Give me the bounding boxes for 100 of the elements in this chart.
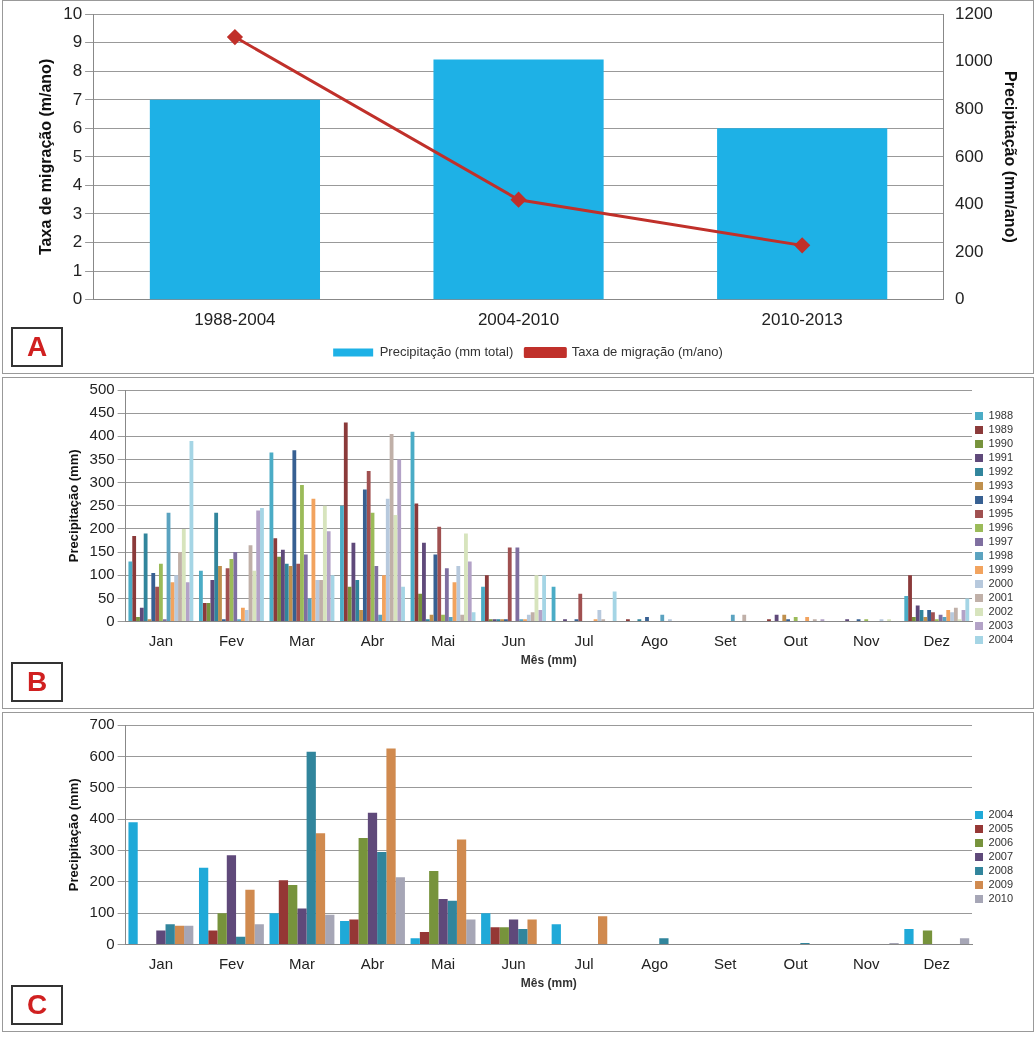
bar xyxy=(942,616,947,622)
bar xyxy=(288,884,298,945)
bar xyxy=(217,913,227,945)
x-tick-label: Out xyxy=(783,631,809,649)
bar xyxy=(322,505,327,622)
bar xyxy=(297,908,307,945)
bar xyxy=(156,930,166,945)
legend-label: 1998 xyxy=(988,549,1014,562)
bar xyxy=(278,880,289,945)
bar xyxy=(340,505,344,622)
x-tick-label: Abr xyxy=(360,954,385,972)
y-tick-label: 5 xyxy=(72,146,83,166)
legend-label: 2009 xyxy=(988,878,1014,891)
bar xyxy=(347,586,352,622)
bar xyxy=(280,549,285,622)
bar xyxy=(515,547,520,622)
bar xyxy=(245,889,255,945)
bar xyxy=(481,913,491,945)
bar xyxy=(410,938,420,945)
bar xyxy=(508,919,519,945)
bar xyxy=(923,616,928,622)
bar xyxy=(395,877,405,945)
legend-label: 2000 xyxy=(988,577,1014,590)
x-tick-label: Nov xyxy=(852,954,881,972)
bar xyxy=(326,531,331,622)
bar xyxy=(343,422,348,622)
bar xyxy=(174,575,179,622)
bar xyxy=(377,852,387,945)
bar xyxy=(359,610,363,622)
legend-label: 2010 xyxy=(988,892,1014,905)
legend-label: 2002 xyxy=(988,605,1014,618)
y-tick-label: 3 xyxy=(72,203,83,223)
bar xyxy=(441,614,445,622)
bar xyxy=(444,568,449,622)
bar xyxy=(385,498,390,622)
bar xyxy=(460,614,465,622)
bar xyxy=(128,561,133,622)
x-tick-label: Set xyxy=(713,631,738,649)
bar xyxy=(578,593,583,622)
bar xyxy=(915,605,920,622)
bar xyxy=(277,556,281,622)
y-axis-title: Taxa de migração (m/ano) xyxy=(37,58,55,255)
text: A xyxy=(11,327,64,367)
y2-tick-label: 800 xyxy=(954,99,984,119)
bar xyxy=(959,938,970,945)
bar xyxy=(143,533,148,622)
y-tick-label: 500 xyxy=(89,380,115,398)
bar xyxy=(660,614,665,622)
bar xyxy=(793,616,798,622)
bar xyxy=(273,538,278,622)
x-tick-label: Out xyxy=(783,954,809,972)
y-tick-label: 250 xyxy=(89,495,115,513)
x-tick-label: Jul xyxy=(574,954,594,972)
bar xyxy=(240,607,245,622)
x-tick-label: Fev xyxy=(218,631,245,649)
bar xyxy=(397,459,402,622)
bar xyxy=(139,607,144,622)
bar xyxy=(908,575,912,622)
bar xyxy=(481,586,485,622)
x-tick-label: Jul xyxy=(574,631,594,649)
y-tick-label: 400 xyxy=(89,426,115,444)
bar xyxy=(367,812,378,945)
bar xyxy=(202,603,207,622)
bar xyxy=(325,914,335,945)
x-tick-label: Mar xyxy=(289,631,315,649)
bar xyxy=(447,900,457,945)
y-tick-label: 0 xyxy=(72,289,83,309)
bar xyxy=(456,839,467,945)
bar xyxy=(303,554,308,622)
bar xyxy=(904,596,909,622)
x-tick-label: Set xyxy=(713,954,738,972)
bar xyxy=(418,593,423,622)
legend-label: 1996 xyxy=(988,521,1014,534)
bar xyxy=(551,924,561,945)
bar xyxy=(484,575,489,622)
bar xyxy=(433,554,438,622)
bar xyxy=(296,563,301,622)
y-tick-label: 10 xyxy=(63,3,83,23)
bar xyxy=(151,572,156,622)
bar xyxy=(362,489,367,622)
bar xyxy=(269,913,279,945)
bar xyxy=(518,928,528,945)
bar xyxy=(499,927,509,945)
bar xyxy=(349,919,359,945)
bar xyxy=(132,535,137,622)
point xyxy=(511,192,527,208)
y-tick-label: 4 xyxy=(72,175,83,195)
bar xyxy=(184,925,194,945)
y-tick-label: 2 xyxy=(72,232,83,252)
legend-label: 2004 xyxy=(988,633,1014,646)
x-tick-label: 1988-2004 xyxy=(194,310,276,330)
bar xyxy=(526,614,531,622)
bar xyxy=(315,579,320,622)
bar xyxy=(174,925,185,945)
point xyxy=(794,237,810,253)
bar xyxy=(158,563,163,622)
y-tick-label: 150 xyxy=(89,542,115,560)
legend-label: 1988 xyxy=(988,409,1014,422)
legend-label: 1997 xyxy=(988,535,1014,548)
x-tick-label: Mai xyxy=(430,954,456,972)
